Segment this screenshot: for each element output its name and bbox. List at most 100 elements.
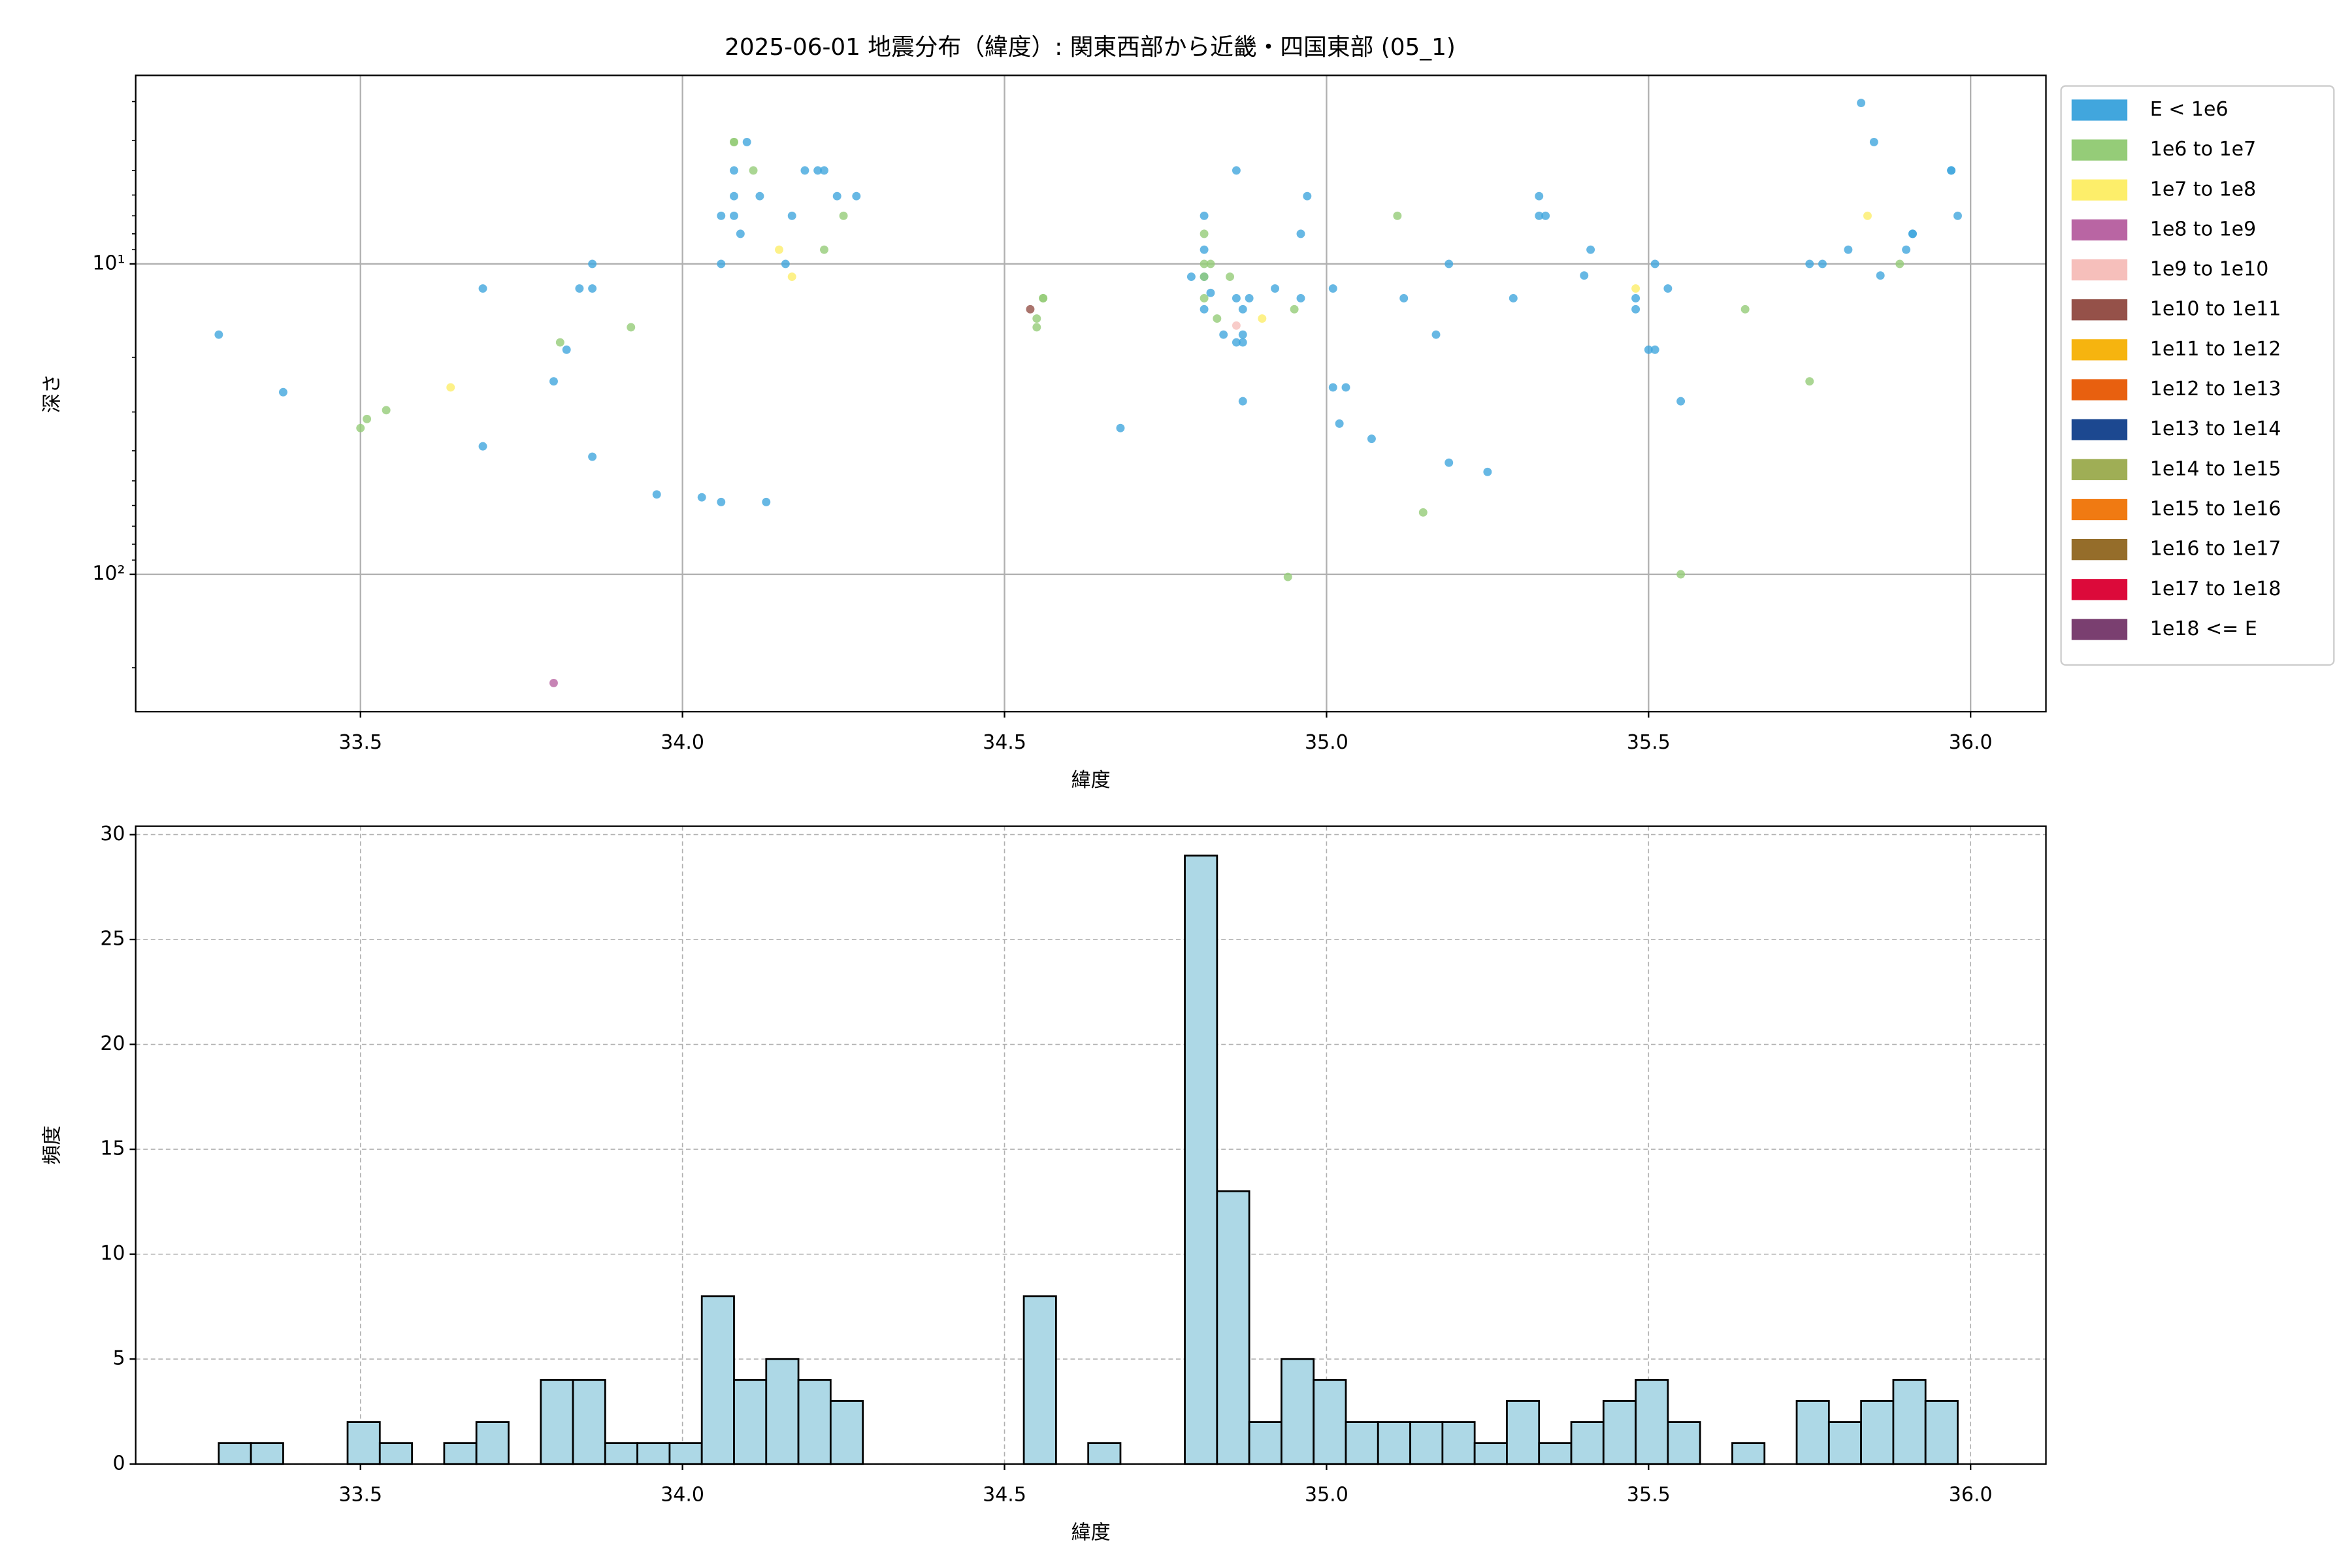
- scatter-point: [820, 166, 828, 175]
- scatter-point: [1902, 245, 1911, 254]
- scatter-point: [363, 414, 372, 423]
- histogram-bar: [378, 1442, 413, 1465]
- histogram-bar: [250, 1442, 284, 1465]
- scatter-point: [1483, 467, 1492, 476]
- scatter-point: [1238, 304, 1247, 314]
- chart-title: 2025-06-01 地震分布（緯度）: 関東西部から近畿・四国東部 (05_1…: [725, 34, 1456, 61]
- plot-frame: [135, 825, 2047, 1465]
- histogram-bar: [1635, 1379, 1669, 1465]
- x-axis-label: 緯度: [1071, 1521, 1111, 1544]
- scatter-point: [1335, 419, 1344, 428]
- scatter-point: [1663, 284, 1673, 293]
- scatter-point: [1238, 330, 1247, 339]
- histogram-bar: [733, 1379, 768, 1465]
- scatter-point: [1200, 229, 1209, 238]
- scatter-point: [736, 229, 745, 238]
- scatter-point: [1186, 272, 1196, 282]
- scatter-point: [588, 259, 597, 269]
- histogram-bar: [1248, 1421, 1282, 1465]
- scatter-point: [1200, 245, 1209, 254]
- histogram-bar: [1538, 1442, 1573, 1465]
- y-tick-label: 20: [100, 1032, 125, 1055]
- scatter-point: [1206, 259, 1215, 269]
- scatter-point: [1232, 293, 1241, 302]
- legend-swatch: [2071, 498, 2128, 521]
- scatter-point: [1631, 304, 1641, 314]
- y-tick-label: 10: [100, 1242, 125, 1265]
- histogram-bar: [1827, 1421, 1863, 1465]
- scatter-point: [1290, 304, 1299, 314]
- scatter-point: [382, 406, 391, 415]
- scatter-point: [1238, 397, 1247, 406]
- scatter-point: [730, 137, 738, 146]
- legend-swatch: [2071, 99, 2128, 121]
- legend-label: 1e14 to 1e15: [2150, 457, 2281, 480]
- scatter-point: [1908, 229, 1917, 238]
- scatter-point: [813, 166, 823, 175]
- scatter-point: [1676, 570, 1686, 579]
- legend-label: 1e12 to 1e13: [2150, 378, 2281, 400]
- scatter-point: [1863, 211, 1872, 220]
- scatter-point: [1238, 338, 1247, 347]
- scatter-point: [1953, 211, 1962, 220]
- histogram-bar: [346, 1421, 381, 1465]
- scatter-point: [1026, 304, 1035, 314]
- x-tick-label: 36.0: [1949, 731, 1993, 754]
- scatter-point: [1631, 293, 1641, 302]
- scatter-point: [1857, 99, 1866, 108]
- y-tick-label: 10¹: [92, 252, 125, 274]
- legend-swatch: [2071, 579, 2128, 600]
- scatter-point: [1200, 293, 1209, 302]
- legend-label: 1e13 to 1e14: [2150, 417, 2281, 440]
- x-tick-label: 33.5: [338, 731, 382, 754]
- scatter-point: [1895, 259, 1904, 269]
- scatter-point: [730, 191, 738, 201]
- histogram-bar: [604, 1442, 639, 1465]
- histogram-bar: [1409, 1421, 1444, 1465]
- legend-box: [2060, 85, 2335, 666]
- legend-label: 1e11 to 1e12: [2150, 338, 2281, 361]
- scatter-point: [1258, 314, 1267, 323]
- legend-label: 1e17 to 1e18: [2150, 578, 2281, 600]
- x-axis-label: 緯度: [1071, 769, 1111, 792]
- legend-label: 1e7 to 1e8: [2150, 178, 2256, 201]
- scatter-point: [1226, 272, 1235, 282]
- legend-swatch: [2071, 219, 2128, 241]
- scatter-point: [775, 245, 783, 254]
- histogram-bar: [636, 1442, 671, 1465]
- scatter-point: [800, 166, 809, 175]
- scatter-point: [1876, 271, 1885, 280]
- histogram-bar: [797, 1379, 832, 1465]
- scatter-point: [1650, 259, 1659, 269]
- legend-swatch: [2071, 419, 2128, 440]
- legend-label: 1e6 to 1e7: [2150, 138, 2256, 161]
- scatter-point: [1206, 288, 1215, 297]
- y-tick-label: 30: [100, 823, 125, 845]
- scatter-point: [1232, 338, 1241, 347]
- histogram-bar: [1667, 1421, 1701, 1465]
- scatter-point: [1200, 304, 1209, 314]
- scatter-point: [1399, 293, 1409, 302]
- scatter-point: [1328, 383, 1337, 392]
- scatter-point: [1367, 434, 1376, 444]
- scatter-point: [1213, 314, 1222, 323]
- scatter-point: [1303, 191, 1312, 201]
- scatter-point: [717, 259, 726, 269]
- scatter-point: [356, 423, 365, 433]
- histogram-bar: [1022, 1295, 1057, 1465]
- scatter-point: [1740, 304, 1750, 314]
- y-tick-label: 0: [112, 1452, 125, 1475]
- scatter-point: [214, 330, 223, 339]
- plot-frame: [135, 74, 2047, 713]
- x-tick-label: 34.5: [983, 1484, 1026, 1507]
- legend-label: 1e18 <= E: [2150, 617, 2257, 640]
- x-tick-label: 36.0: [1949, 1484, 1993, 1507]
- scatter-point: [1283, 572, 1292, 581]
- histogram-bar: [1570, 1421, 1605, 1465]
- histogram-bar: [829, 1400, 864, 1465]
- legend-swatch: [2071, 179, 2128, 201]
- histogram-bar: [1313, 1379, 1347, 1465]
- legend-swatch: [2071, 539, 2128, 561]
- x-tick-label: 33.5: [338, 1484, 382, 1507]
